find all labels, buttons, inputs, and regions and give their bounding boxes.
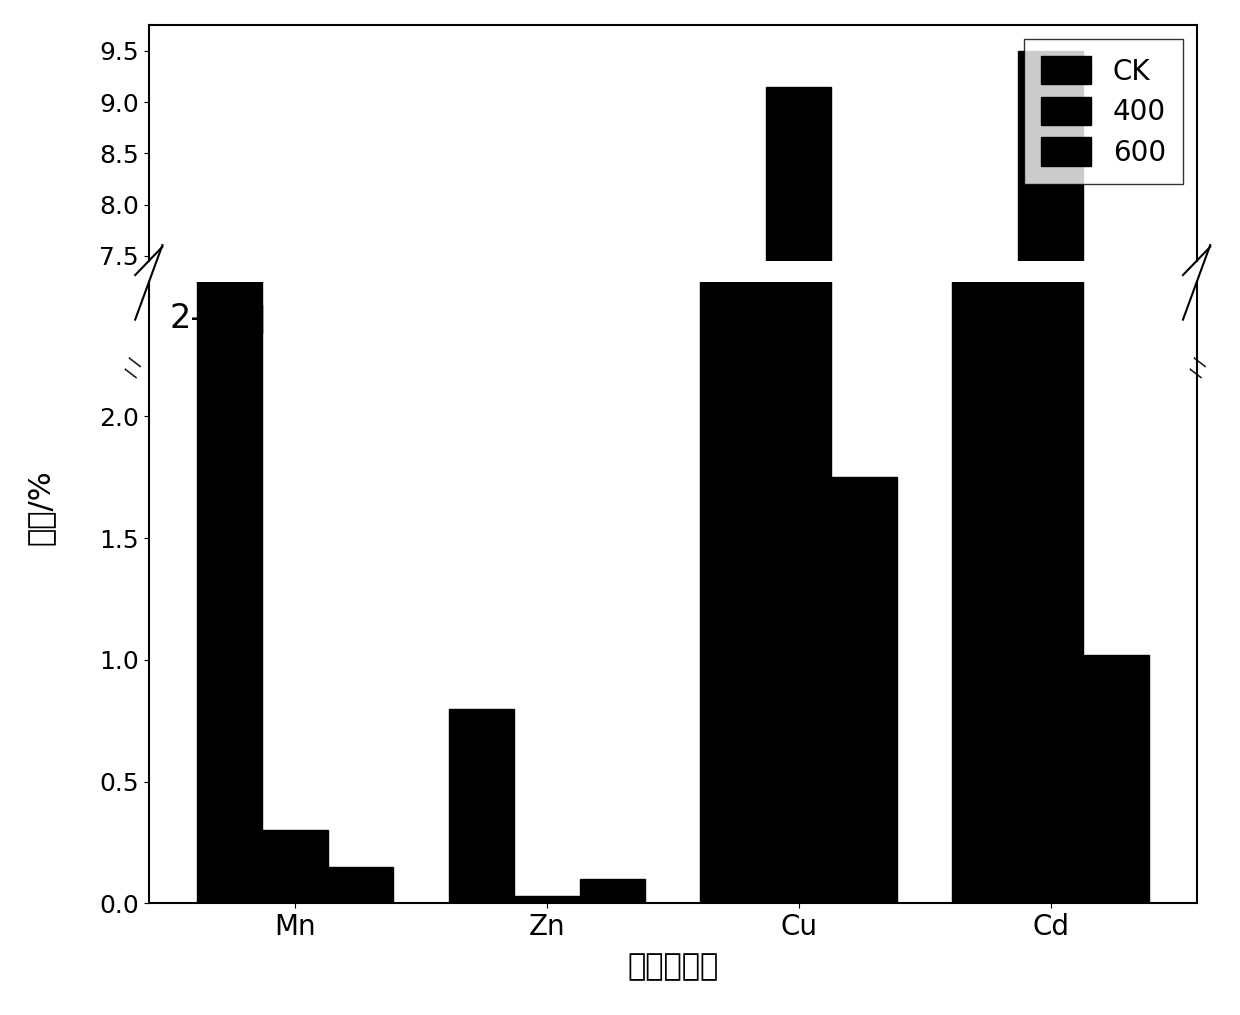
Bar xyxy=(1084,920,1148,1015)
Bar xyxy=(262,994,327,1015)
Bar xyxy=(262,830,327,903)
Text: 比例/%: 比例/% xyxy=(25,470,55,545)
Bar xyxy=(579,1014,645,1015)
Bar xyxy=(449,708,515,903)
X-axis label: 重金属种类: 重金属种类 xyxy=(627,952,718,982)
Bar xyxy=(197,307,262,1015)
Bar xyxy=(766,87,831,1015)
Bar xyxy=(766,0,831,903)
Bar xyxy=(831,477,897,903)
Bar xyxy=(449,942,515,1015)
Legend: CK, 400, 600: CK, 400, 600 xyxy=(1024,40,1183,184)
Bar xyxy=(327,1009,393,1015)
Bar xyxy=(952,307,1018,1015)
Bar xyxy=(952,0,1018,903)
Bar xyxy=(1084,655,1148,903)
Text: 2-37倍: 2-37倍 xyxy=(170,301,265,334)
Bar xyxy=(515,896,579,903)
Bar xyxy=(831,844,897,1015)
Bar xyxy=(1018,51,1084,1015)
Text: / /: / / xyxy=(123,356,145,379)
Text: / /: / / xyxy=(1188,356,1210,379)
Bar xyxy=(1018,0,1084,903)
Bar xyxy=(701,0,766,903)
Bar xyxy=(197,0,262,903)
Bar xyxy=(327,867,393,903)
Bar xyxy=(579,879,645,903)
Bar xyxy=(701,307,766,1015)
